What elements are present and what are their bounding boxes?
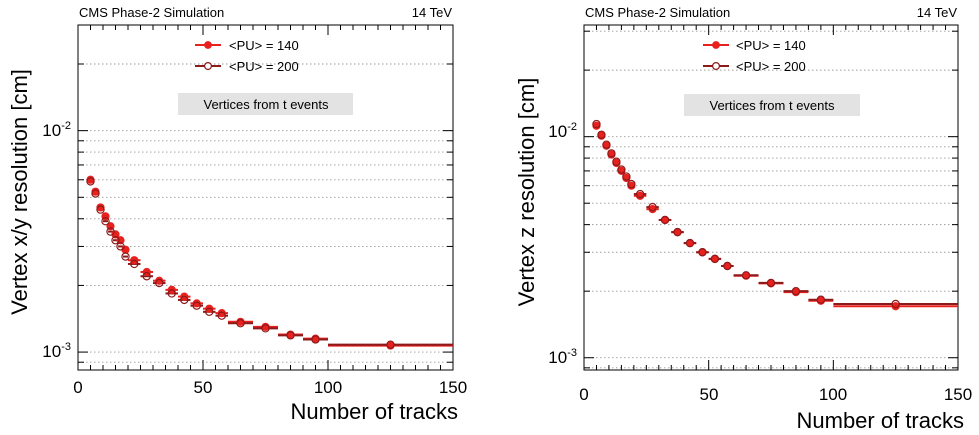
left-pu140-point: [142, 267, 151, 277]
right-y-tick-label: 10-3: [548, 347, 577, 367]
right-pu200-point: [648, 202, 657, 212]
right-x-tick-label: 50: [700, 385, 719, 404]
right-pu200-point: [597, 130, 606, 139]
right-header-right: 14 TeV: [917, 5, 958, 20]
right-legend-label-pu140: <PU> = 140: [736, 38, 806, 53]
right-pu200-point: [741, 271, 751, 280]
right-data-marks: [592, 119, 958, 311]
left-ticks: [77, 25, 454, 370]
left-legend-marker-pu140: [204, 41, 212, 49]
left-pu200-point: [192, 301, 201, 310]
left-panel: CMS Phase-2 Simulation 14 TeV Vertex x/y…: [7, 5, 467, 424]
left-pu200-point: [217, 311, 226, 320]
left-pu200-point: [86, 177, 95, 186]
left-x-tick-label: 50: [194, 378, 213, 397]
right-legend: <PU> = 140 <PU> = 200: [703, 38, 806, 74]
right-pu200-point: [602, 140, 611, 149]
right-x-tick-label: 150: [944, 385, 972, 404]
right-header-left: CMS Phase-2 Simulation: [585, 5, 730, 20]
right-y-axis-label: Vertex z resolution [cm]: [514, 78, 539, 307]
left-legend: <PU> = 140 <PU> = 200: [195, 38, 299, 74]
left-pu200-point: [121, 252, 130, 261]
left-pu200-point: [106, 227, 115, 236]
left-y-tick-label: 10-2: [42, 120, 71, 140]
right-x-tick-label: 100: [819, 385, 847, 404]
right-x-tick-labels: 0 50 100 150: [579, 385, 972, 404]
right-annotation-box: [684, 94, 860, 116]
left-annotation: Vertices from t events: [204, 97, 329, 112]
left-y-axis-label: Vertex x/y resolution [cm]: [7, 69, 32, 315]
right-pu200-point: [612, 157, 621, 166]
right-pu200-point: [723, 261, 732, 271]
left-data-marks: [86, 175, 453, 350]
left-pu200-point: [236, 319, 245, 328]
left-header-right: 14 TeV: [412, 5, 453, 20]
right-legend-marker-pu200: [711, 61, 720, 70]
right-pu200-point: [673, 227, 682, 237]
left-pu200-point: [111, 236, 120, 245]
right-pu200-point: [607, 149, 616, 158]
right-pu140-point: [891, 302, 900, 311]
right-annotation: Vertices from t events: [710, 98, 835, 113]
right-pu200-point: [592, 119, 601, 129]
left-pu200-point: [142, 272, 151, 281]
left-pu140-point: [155, 276, 164, 285]
left-pu200-point: [96, 205, 105, 214]
right-legend-marker-pu140: [712, 41, 720, 49]
right-y-tick-label: 10-2: [548, 121, 577, 141]
right-pu200-point: [635, 189, 645, 199]
left-gridlines: [78, 63, 453, 363]
left-pu200-point: [180, 295, 189, 305]
right-y-tick-labels: 10-3 10-2: [548, 121, 577, 367]
right-pu200-point: [698, 248, 707, 257]
right-pu200-point: [710, 254, 720, 264]
left-x-tick-label: 0: [73, 378, 82, 397]
left-pu200-point: [130, 259, 139, 269]
right-ticks: [583, 25, 959, 370]
left-legend-label-pu200: <PU> = 200: [229, 59, 299, 74]
left-pu200-point: [286, 331, 295, 340]
left-pu200-point: [261, 324, 270, 333]
left-y-tick-label: 10-3: [42, 341, 71, 361]
left-header-left: CMS Phase-2 Simulation: [79, 5, 224, 20]
right-pu200-point: [622, 172, 631, 181]
right-pu200-point: [816, 295, 826, 304]
right-pu200-point: [660, 215, 670, 225]
right-pu200-point: [891, 299, 900, 309]
left-y-tick-labels: 10-3 10-2: [42, 120, 71, 361]
left-pu140-point: [192, 299, 201, 308]
right-pu200-point: [685, 238, 695, 248]
left-pu200-point: [116, 242, 125, 251]
left-legend-marker-pu200: [204, 61, 213, 70]
right-x-tick-label: 0: [579, 385, 588, 404]
right-pu200-point: [791, 286, 801, 296]
right-pu200-point: [617, 165, 626, 174]
left-x-axis-label: Number of tracks: [291, 399, 459, 424]
left-pu200-point: [155, 278, 164, 288]
right-pu200-point: [627, 179, 636, 189]
left-pu200-point: [386, 340, 395, 349]
left-pu200-point: [91, 189, 100, 198]
left-pu200-point: [167, 289, 176, 298]
right-legend-label-pu200: <PU> = 200: [736, 59, 806, 74]
left-pu200-point: [311, 335, 320, 344]
left-pu140-point: [217, 308, 226, 318]
left-legend-label-pu140: <PU> = 140: [229, 38, 299, 53]
left-annotation-box: [178, 93, 353, 115]
right-panel: CMS Phase-2 Simulation 14 TeV Vertex z r…: [514, 5, 972, 433]
left-x-tick-label: 100: [314, 378, 342, 397]
left-x-tick-label: 150: [439, 378, 467, 397]
right-pu200-point: [766, 278, 776, 288]
left-pu200-point: [101, 217, 110, 226]
left-pu200-point: [205, 307, 214, 317]
right-x-axis-label: Number of tracks: [797, 408, 965, 433]
left-x-tick-labels: 0 50 100 150: [73, 378, 467, 397]
